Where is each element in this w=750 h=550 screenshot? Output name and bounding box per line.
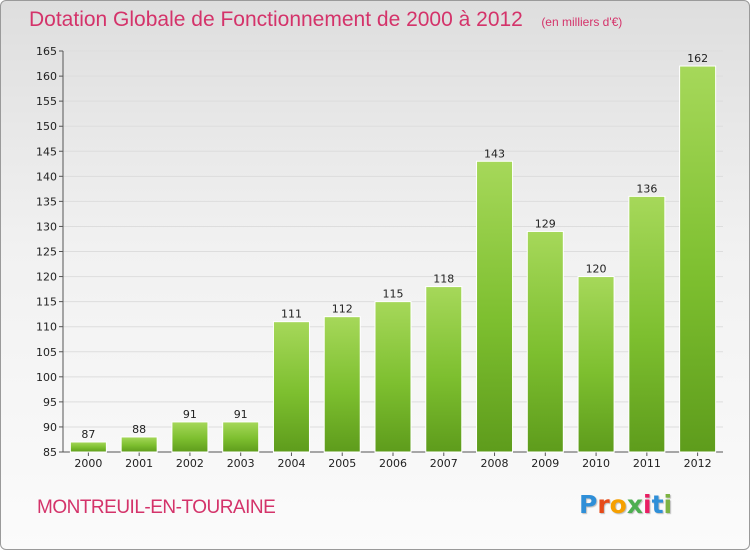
x-tick-label-2012: 2012 bbox=[684, 457, 712, 470]
y-tick-label: 150 bbox=[36, 120, 57, 133]
proxiti-logo[interactable]: Proxiti bbox=[579, 490, 672, 519]
logo-letter: x bbox=[626, 490, 643, 519]
logo-letter: t bbox=[651, 490, 664, 519]
y-tick-label: 110 bbox=[36, 321, 57, 334]
bars bbox=[69, 65, 717, 453]
x-tick-label-2009: 2009 bbox=[531, 457, 559, 470]
bar-2009 bbox=[526, 230, 564, 453]
y-tick-label: 155 bbox=[36, 95, 57, 108]
x-tick-label-2003: 2003 bbox=[227, 457, 255, 470]
y-tick-label: 125 bbox=[36, 246, 57, 259]
data-label-2004: 111 bbox=[281, 308, 302, 321]
x-tick-label-2006: 2006 bbox=[379, 457, 407, 470]
bar-2001 bbox=[120, 436, 158, 453]
data-label-2002: 91 bbox=[183, 408, 197, 421]
logo-letter: i bbox=[663, 490, 673, 519]
bar-2011 bbox=[628, 195, 666, 453]
bar-2010 bbox=[577, 276, 615, 453]
y-tick-label: 160 bbox=[36, 70, 57, 83]
x-tick-label-2004: 2004 bbox=[277, 457, 305, 470]
data-label-2012: 162 bbox=[687, 52, 708, 65]
logo-letter: r bbox=[597, 490, 610, 519]
x-tick-label-2008: 2008 bbox=[481, 457, 509, 470]
bar-2008 bbox=[476, 160, 514, 453]
bar-2000 bbox=[69, 441, 107, 453]
bar-2012 bbox=[679, 65, 717, 453]
chart-title-unit: (en milliers d'€) bbox=[541, 15, 623, 29]
labels: 85 90 95 100 105 110 115 120 125 130 135 140 145 150 1… bbox=[36, 45, 712, 470]
x-tick-label-2007: 2007 bbox=[430, 457, 458, 470]
data-label-2005: 112 bbox=[332, 303, 353, 316]
bar-2006 bbox=[374, 301, 412, 453]
bar-2005 bbox=[323, 316, 361, 453]
data-label-2007: 118 bbox=[433, 273, 454, 286]
data-label-2000: 87 bbox=[81, 428, 95, 441]
x-tick-label-2000: 2000 bbox=[74, 457, 102, 470]
data-label-2001: 88 bbox=[132, 423, 146, 436]
y-tick-label: 95 bbox=[43, 396, 57, 409]
bar-2007 bbox=[425, 286, 463, 453]
y-tick-label: 120 bbox=[36, 271, 57, 284]
y-tick-label: 100 bbox=[36, 371, 57, 384]
y-tick-label: 145 bbox=[36, 145, 57, 158]
y-tick-label: 105 bbox=[36, 346, 57, 359]
x-tick-label-2005: 2005 bbox=[328, 457, 356, 470]
data-label-2011: 136 bbox=[636, 182, 657, 195]
data-label-2003: 91 bbox=[234, 408, 248, 421]
logo-letter: P bbox=[579, 490, 598, 519]
x-tick-label-2010: 2010 bbox=[582, 457, 610, 470]
y-tick-label: 115 bbox=[36, 296, 57, 309]
logo-letter: o bbox=[609, 490, 627, 519]
y-tick-label: 135 bbox=[36, 195, 57, 208]
data-label-2008: 143 bbox=[484, 147, 505, 160]
logo-letter: i bbox=[643, 490, 652, 519]
x-tick-label-2011: 2011 bbox=[633, 457, 661, 470]
data-label-2009: 129 bbox=[535, 217, 556, 230]
y-tick-label: 130 bbox=[36, 220, 57, 233]
commune-name: MONTREUIL-EN-TOURAINE bbox=[37, 497, 276, 518]
bar-2004 bbox=[272, 321, 310, 453]
chart-title: Dotation Globale de Fonctionnement de 20… bbox=[29, 8, 622, 32]
bar-2002 bbox=[171, 421, 209, 453]
y-tick-label: 85 bbox=[43, 446, 57, 459]
data-label-2006: 115 bbox=[383, 288, 404, 301]
x-tick-label-2002: 2002 bbox=[176, 457, 204, 470]
bar-2003 bbox=[222, 421, 260, 453]
data-label-2010: 120 bbox=[586, 263, 607, 276]
y-tick-label: 165 bbox=[36, 45, 57, 58]
x-tick-label-2001: 2001 bbox=[125, 457, 153, 470]
chart-title-main: Dotation Globale de Fonctionnement de 20… bbox=[29, 8, 523, 31]
y-tick-label: 90 bbox=[43, 421, 57, 434]
y-tick-label: 140 bbox=[36, 170, 57, 183]
